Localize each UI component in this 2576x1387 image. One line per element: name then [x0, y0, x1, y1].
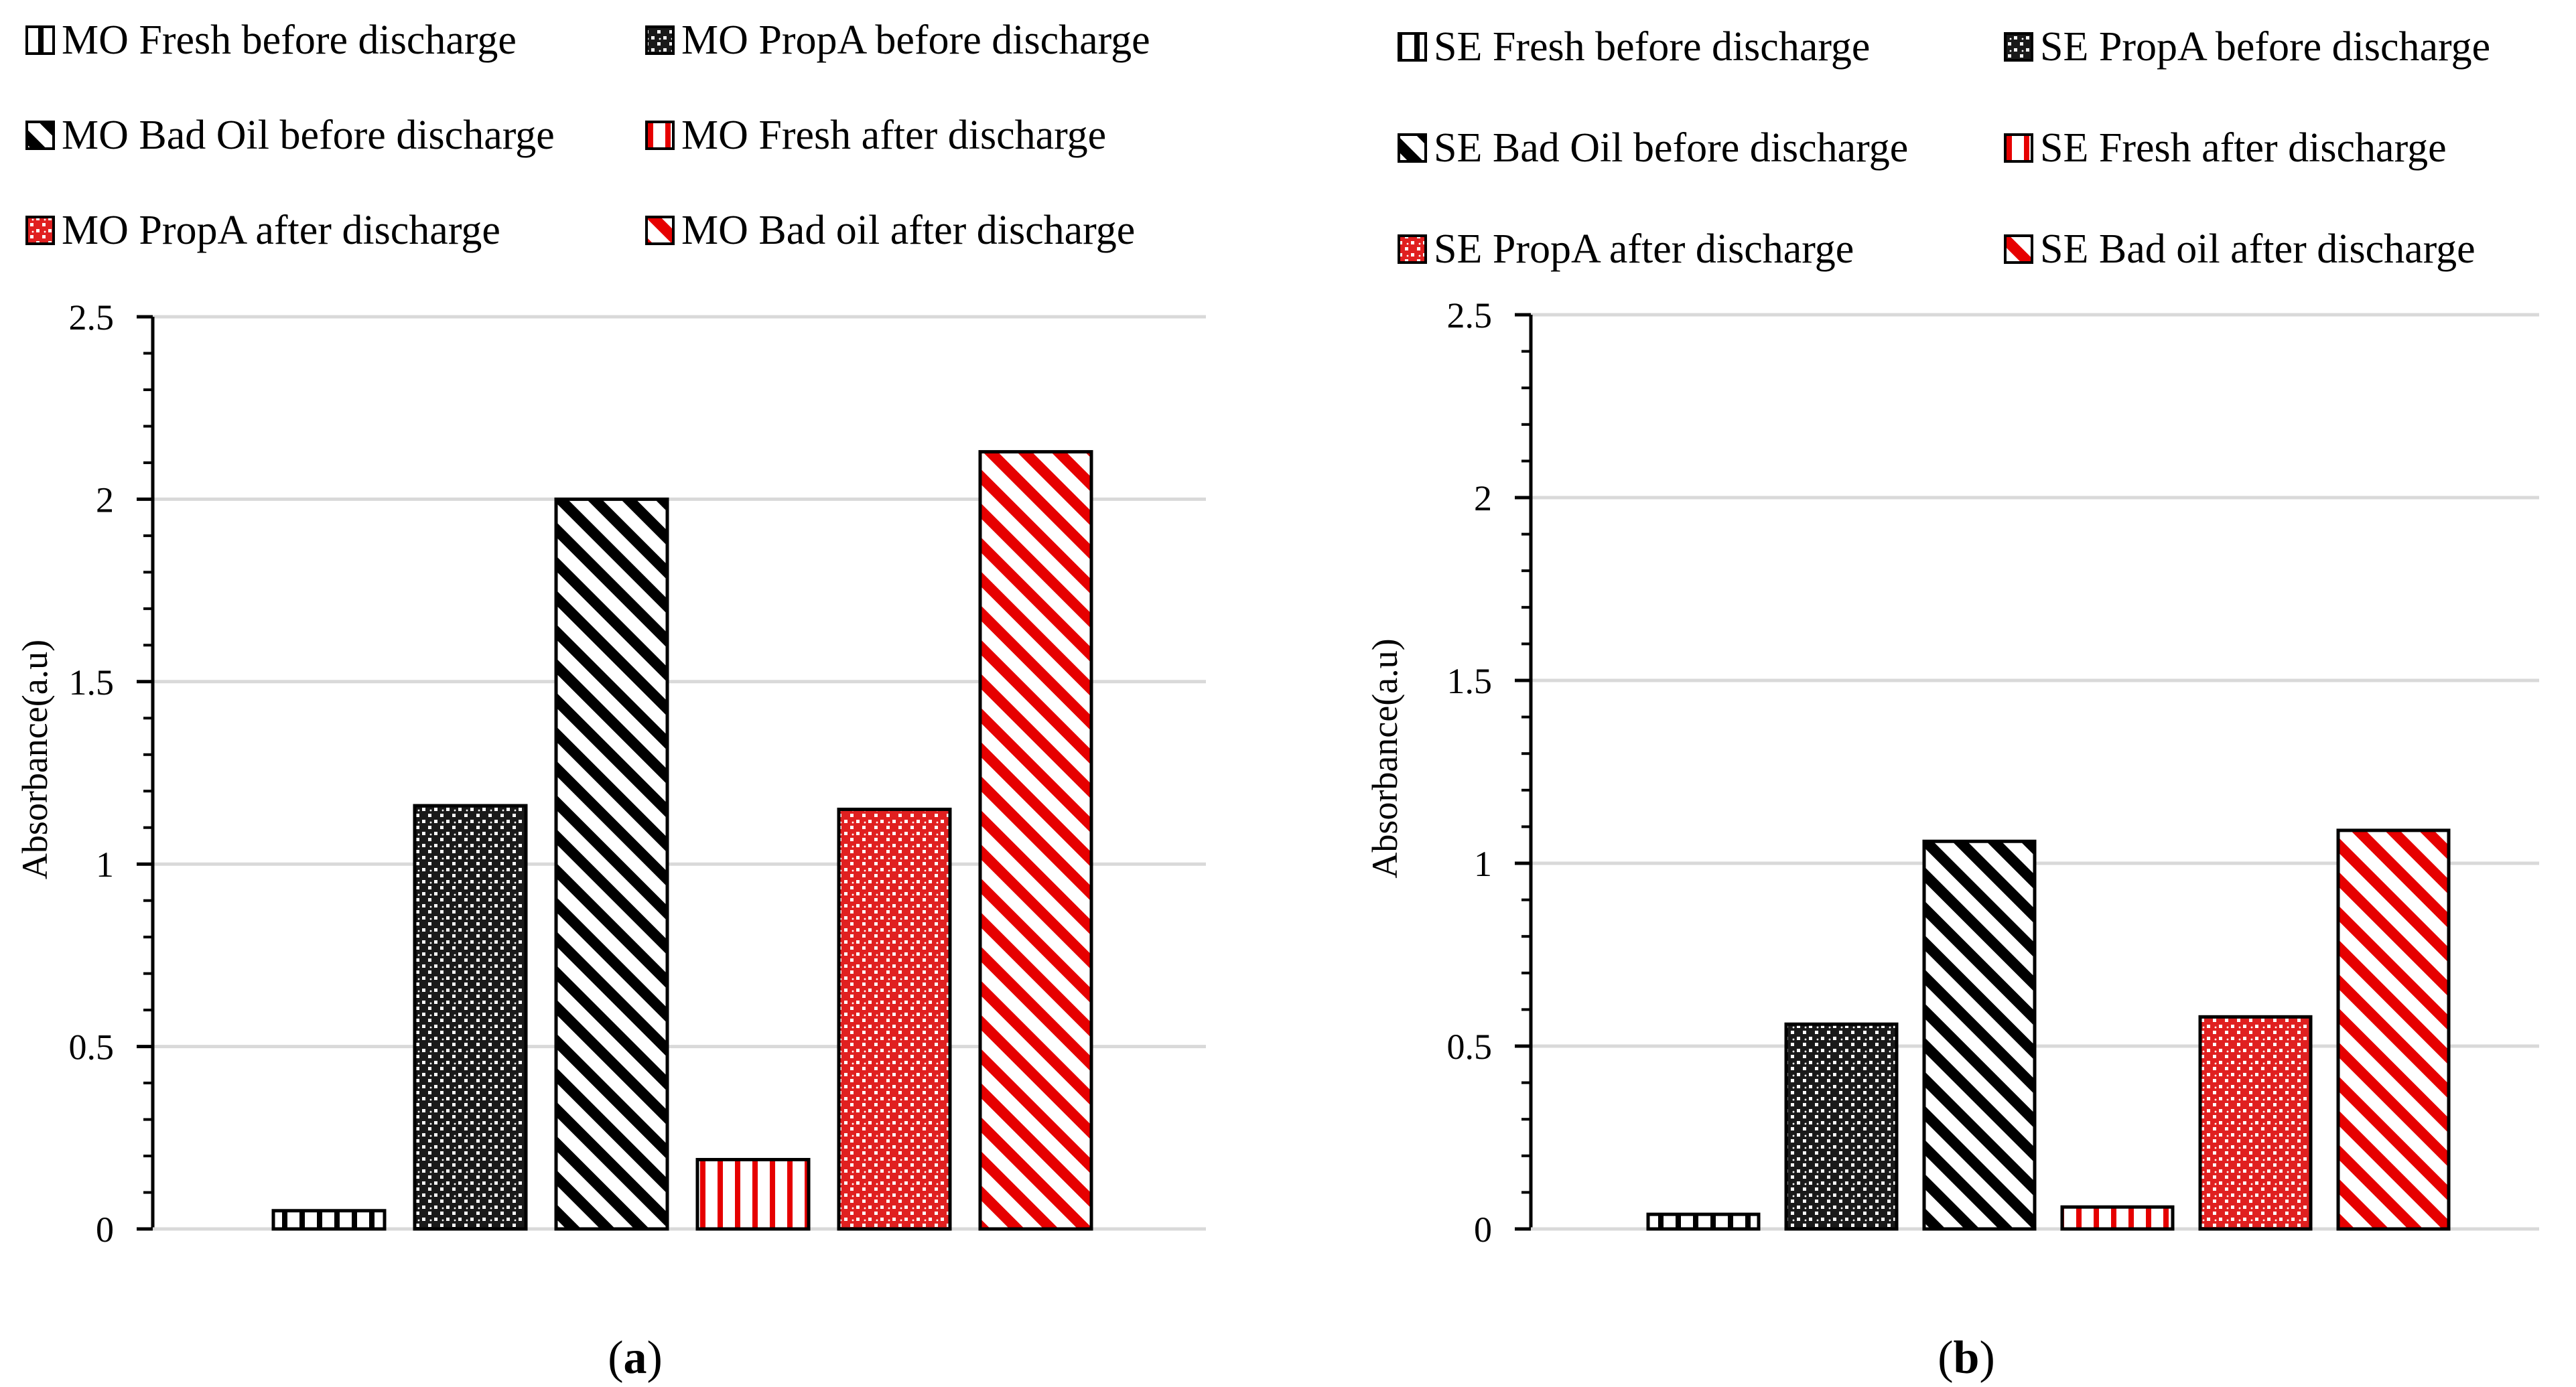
panel-a-tick-label-5: 2	[96, 480, 114, 520]
panel-a-tick-label-1: 0	[96, 1210, 114, 1250]
panel-b-legend-label-3: SE Bad Oil before discharge	[1434, 125, 1908, 171]
panel-a-bar-6	[978, 450, 1093, 1231]
panel-a-bar-4	[695, 1157, 811, 1231]
panel-a-bar-2	[413, 804, 528, 1231]
panel-a-legend-label-4: MO Fresh after discharge	[681, 113, 1106, 158]
panel-a-panel-label: (a)	[608, 1332, 663, 1384]
panel-b-legend-swatch-4	[2004, 133, 2033, 163]
panel-a-legend-label-1: MO Fresh before discharge	[62, 17, 517, 63]
panel-b-bar-6	[2336, 828, 2451, 1231]
panel-b-tick-label-2: 0.5	[1447, 1027, 1493, 1067]
panel-b-legend: SE Fresh before discharge SE PropA before…	[1398, 24, 2490, 272]
panel-b-legend-swatch-6	[2004, 234, 2033, 264]
panel-b-tick-label-3: 1	[1474, 844, 1492, 884]
panel-a-tick-label-3: 1	[96, 845, 114, 885]
panel-b-legend-swatch-2	[2004, 32, 2033, 62]
panel-b-panel-label: (b)	[1938, 1332, 1995, 1384]
panel-b-legend-swatch-3	[1398, 133, 1427, 163]
panel-b-tick-label-4: 1.5	[1447, 661, 1493, 701]
panel-b-bar-4	[2060, 1205, 2175, 1231]
panel-a-legend-swatch-1	[25, 25, 55, 55]
panel-a-chart: MO Fresh before discharge MO PropA before…	[15, 17, 1206, 1384]
panel-a-tick-label-6: 2.5	[69, 297, 115, 338]
panel-b-bars	[1646, 828, 2451, 1231]
panel-b-legend-label-2: SE PropA before discharge	[2040, 24, 2490, 70]
panel-b-legend-label-1: SE Fresh before discharge	[1434, 24, 1870, 70]
panel-b-legend-swatch-5	[1398, 234, 1427, 264]
panel-a-legend-swatch-3	[25, 121, 55, 150]
panel-b-chart: SE Fresh before discharge SE PropA before…	[1365, 24, 2539, 1384]
panel-a-legend-swatch-6	[645, 216, 675, 245]
panel-b-bar-5	[2198, 1015, 2313, 1231]
panel-b-tick-label-1: 0	[1474, 1210, 1492, 1250]
panel-b-bar-2	[1784, 1022, 1899, 1231]
panel-a-tick-label-2: 0.5	[69, 1027, 115, 1068]
panel-b-legend-label-4: SE Fresh after discharge	[2040, 125, 2447, 171]
panel-b-legend-label-6: SE Bad oil after discharge	[2040, 226, 2476, 272]
panel-b-bar-1	[1646, 1212, 1761, 1231]
panel-a-legend-label-6: MO Bad oil after discharge	[681, 208, 1135, 253]
panel-b-y-axis-title: Absorbance(a.u)	[1365, 638, 1405, 878]
panel-b-legend-label-5: SE PropA after discharge	[1434, 226, 1854, 272]
panel-a-y-axis-title: Absorbance(a.u)	[15, 640, 55, 879]
panel-a-bar-3	[554, 497, 669, 1231]
panel-a-legend-label-3: MO Bad Oil before discharge	[62, 113, 555, 158]
panel-a-legend-swatch-2	[645, 25, 675, 55]
panel-b-tick-label-6: 2.5	[1447, 295, 1493, 336]
panel-b-tick-label-5: 2	[1474, 478, 1492, 518]
panel-b-legend-swatch-1	[1398, 32, 1427, 62]
panel-a-bar-5	[837, 807, 952, 1231]
panel-a-legend-swatch-4	[645, 121, 675, 150]
panel-b-bar-3	[1922, 839, 2037, 1231]
panel-a-legend-label-5: MO PropA after discharge	[62, 208, 500, 253]
panel-a-tick-label-4: 1.5	[69, 662, 115, 703]
panel-a-legend-label-2: MO PropA before discharge	[681, 17, 1150, 63]
panel-a-legend: MO Fresh before discharge MO PropA before…	[25, 17, 1150, 253]
panel-a-bar-1	[271, 1209, 387, 1231]
panel-a-legend-swatch-5	[25, 216, 55, 245]
panel-a-bars	[271, 450, 1093, 1231]
